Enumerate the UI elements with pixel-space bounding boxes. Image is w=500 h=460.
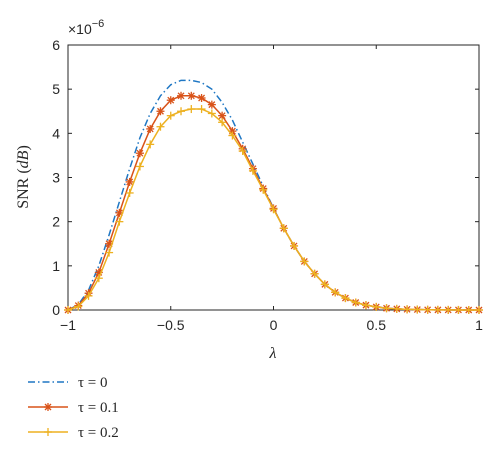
series-line <box>67 95 479 311</box>
y-axis-label-suffix: ) <box>15 145 32 150</box>
plus-marker <box>413 305 422 314</box>
plus-marker <box>238 147 247 155</box>
asterisk-marker <box>156 107 165 116</box>
asterisk-marker <box>166 96 175 105</box>
legend-label: τ = 0 <box>78 375 108 391</box>
plus-marker <box>166 111 175 120</box>
y-tick-label: 0 <box>52 302 60 318</box>
plus-marker <box>84 291 93 300</box>
plus-marker <box>248 166 257 175</box>
plus-marker <box>372 302 381 311</box>
asterisk-marker <box>146 124 155 133</box>
series-2 <box>64 105 483 314</box>
plus-marker <box>74 302 83 311</box>
y-axis-label-unit: dB <box>15 150 32 168</box>
asterisk-marker <box>207 100 216 109</box>
plus-marker <box>382 304 391 313</box>
plus-marker <box>464 306 473 314</box>
y-multiplier-exp: −6 <box>92 18 105 30</box>
plus-marker <box>177 107 186 116</box>
plus-marker <box>259 185 268 194</box>
plus-marker <box>44 428 52 436</box>
plus-marker <box>135 162 144 171</box>
plus-marker <box>279 224 288 233</box>
asterisk-marker <box>135 149 144 158</box>
x-tick-label: −0.5 <box>157 317 185 333</box>
y-axis-label-prefix: SNR ( <box>15 168 32 208</box>
plus-marker <box>64 306 72 314</box>
asterisk-marker <box>197 94 206 102</box>
x-tick-label: 0.5 <box>367 317 387 333</box>
legend-item: τ = 0.2 <box>28 425 119 441</box>
y-tick-label: 6 <box>52 37 60 53</box>
asterisk-marker <box>218 111 227 120</box>
asterisk-marker <box>44 403 52 411</box>
plus-marker <box>125 188 134 197</box>
plus-marker <box>423 305 432 314</box>
axes <box>67 44 480 311</box>
plus-marker <box>94 274 103 283</box>
plus-marker <box>105 248 114 257</box>
plus-marker <box>320 280 329 289</box>
plus-marker <box>228 131 237 140</box>
legend-item: τ = 0.1 <box>28 400 119 416</box>
plus-marker <box>331 288 340 297</box>
legend-item: τ = 0 <box>28 375 108 391</box>
x-tick-label: 1 <box>475 317 483 333</box>
plus-marker <box>433 305 442 314</box>
plus-marker <box>290 241 299 250</box>
plus-marker <box>403 305 412 314</box>
y-multiplier: ×10−6 <box>68 18 104 37</box>
plus-marker <box>269 205 278 214</box>
plus-marker <box>444 305 453 314</box>
plus-marker <box>207 109 216 118</box>
plus-marker <box>341 294 350 303</box>
asterisk-marker <box>125 177 134 186</box>
y-axis-label: SNR (dB) <box>15 145 32 209</box>
plus-marker <box>310 269 319 278</box>
asterisk-marker <box>187 91 196 100</box>
plus-marker <box>146 140 155 149</box>
y-multiplier-base: ×10 <box>68 21 92 37</box>
plus-marker <box>218 118 227 127</box>
plus-marker <box>156 122 165 131</box>
x-axis-label: λ <box>269 345 277 362</box>
plus-marker <box>187 105 196 114</box>
y-tick-label: 4 <box>52 125 60 141</box>
y-tick-label: 1 <box>52 258 60 274</box>
plus-marker <box>361 301 370 310</box>
x-tick-label: 0 <box>270 317 278 333</box>
asterisk-marker <box>177 91 186 100</box>
series-layer <box>64 79 483 314</box>
legend-label: τ = 0.1 <box>78 400 119 416</box>
x-tick-label: −1 <box>60 317 76 333</box>
plus-marker <box>115 217 124 226</box>
y-tick-label: 3 <box>52 170 60 186</box>
legend-label: τ = 0.2 <box>78 425 119 441</box>
plus-marker <box>475 306 483 314</box>
plus-marker <box>197 105 206 114</box>
plus-marker <box>351 298 360 307</box>
ticks: −1 −0.5 0 0.5 1 0 1 2 3 4 5 6 <box>52 37 483 333</box>
y-tick-label: 2 <box>52 214 60 230</box>
plus-marker <box>392 304 401 313</box>
plot-frame <box>67 44 480 311</box>
y-tick-label: 5 <box>52 81 60 97</box>
plus-marker <box>300 257 309 266</box>
plus-marker <box>454 305 463 314</box>
legend: τ = 0 τ = 0.1 τ = 0.2 <box>28 375 119 441</box>
